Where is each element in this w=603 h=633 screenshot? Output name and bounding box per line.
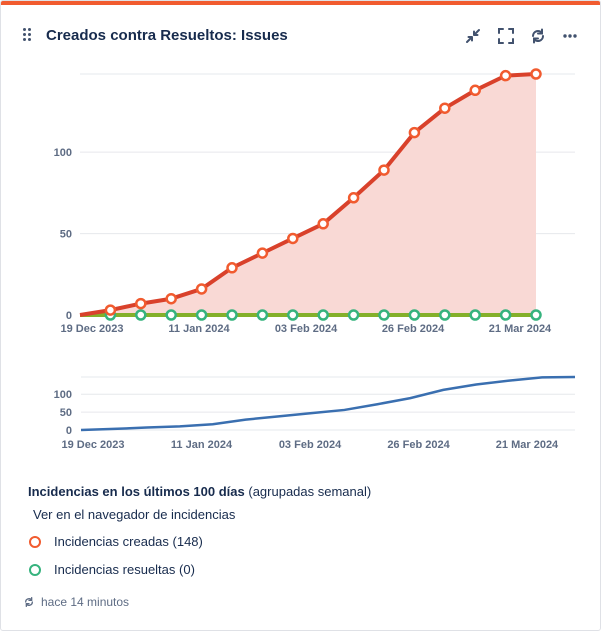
refresh-icon[interactable]: [525, 23, 551, 49]
created-point: [317, 218, 329, 230]
created-vs-resolved-chart[interactable]: 0 50 100 19 Dec 2023 11 Jan 2024 03 Feb 2024 2…: [1, 56, 601, 346]
resolved-point: [378, 309, 390, 321]
x-tick-label: 26 Feb 2024: [382, 323, 445, 335]
resolved-point: [287, 309, 299, 321]
resolved-point: [347, 309, 360, 321]
chart-legend: Incidencias en los últimos 100 días (agr…: [28, 484, 588, 578]
more-icon[interactable]: [557, 23, 583, 49]
navigator-series-line: [80, 375, 576, 432]
resolved-point: [317, 309, 329, 321]
resolved-point: [530, 309, 542, 321]
navigator-chart[interactable]: 0 50 100 19 Dec 2023 11 Jan 2024 03 Feb 2024 2…: [1, 361, 601, 461]
x-tick-label: 11 Jan 2024: [168, 323, 230, 335]
resolved-point: [135, 309, 147, 321]
legend-item-resolved[interactable]: Incidencias resueltas (0): [28, 562, 588, 578]
created-point: [439, 102, 451, 114]
refresh-small-icon: [25, 597, 33, 607]
resolved-marker-icon: [29, 564, 41, 576]
x-tick-label: 19 Dec 2023: [61, 323, 124, 335]
resolved-point: [408, 309, 421, 321]
x-tick-label: 11 Jan 2024: [171, 439, 233, 451]
created-point: [530, 68, 542, 80]
x-tick-label: 03 Feb 2024: [279, 439, 342, 451]
resolved-point: [469, 309, 481, 321]
created-point: [104, 304, 117, 316]
x-tick-label: 03 Feb 2024: [275, 323, 338, 335]
created-point: [135, 297, 147, 310]
created-area: [80, 74, 536, 315]
legend-title: Incidencias en los últimos 100 días (agr…: [28, 484, 372, 499]
created-point: [226, 262, 238, 274]
created-point: [256, 247, 269, 259]
gadget-accent-bar: [1, 1, 600, 5]
x-tick-label: 26 Feb 2024: [387, 439, 450, 451]
created-point: [499, 69, 512, 82]
y-tick-label: 50: [60, 407, 72, 419]
x-tick-label: 21 Mar 2024: [489, 323, 552, 335]
gadget-title: Creados contra Resueltos: Issues: [46, 27, 288, 44]
created-point: [347, 192, 360, 204]
resolved-point: [499, 309, 512, 321]
created-point: [287, 232, 299, 245]
created-marker-icon: [29, 536, 41, 548]
legend-item-created[interactable]: Incidencias creadas (148): [28, 534, 588, 550]
resolved-point: [226, 309, 238, 321]
resolved-point: [195, 309, 208, 321]
legend-item-label: Incidencias creadas (148): [54, 534, 203, 549]
y-tick-label: 0: [66, 425, 72, 437]
y-tick-label: 100: [54, 147, 72, 159]
x-tick-label: 21 Mar 2024: [496, 439, 559, 451]
gadget-header: Creados contra Resueltos: Issues: [1, 23, 600, 51]
y-tick-label: 100: [54, 389, 72, 401]
created-point: [469, 84, 481, 97]
resolved-point: [439, 309, 451, 321]
created-point: [195, 283, 208, 295]
last-updated-text: hace 14 minutos: [41, 595, 130, 609]
collapse-icon[interactable]: [460, 23, 486, 49]
created-series-line: [79, 72, 537, 317]
created-point: [165, 292, 177, 305]
x-tick-label: 19 Dec 2023: [62, 439, 125, 451]
legend-item-label: Incidencias resueltas (0): [54, 562, 195, 577]
drag-handle-icon[interactable]: [23, 27, 35, 43]
last-updated: hace 14 minutos: [23, 595, 129, 609]
resolved-point: [165, 309, 177, 321]
y-tick-label: 0: [66, 310, 72, 322]
y-tick-label: 50: [60, 229, 72, 241]
resolved-point: [256, 309, 269, 321]
created-point: [408, 126, 421, 139]
created-point: [378, 164, 390, 176]
fullscreen-icon[interactable]: [493, 23, 519, 49]
issue-navigator-link[interactable]: Ver en el navegador de incidencias: [33, 507, 236, 522]
